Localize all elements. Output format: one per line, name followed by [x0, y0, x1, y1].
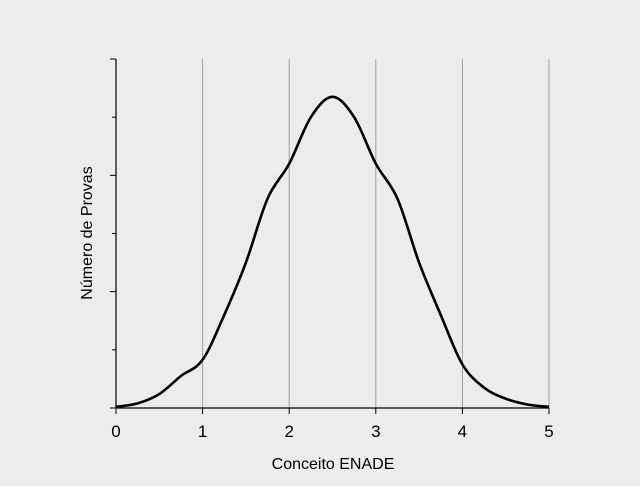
x-tick-label-4: 4 [458, 422, 467, 441]
grid-layer [202, 59, 550, 408]
curve-layer [115, 95, 550, 409]
distribution-curve [115, 95, 550, 409]
x-axis-label: Conceito ENADE [272, 456, 395, 473]
label-layer: 0 1 2 3 4 5 [111, 422, 553, 441]
y-axis-label: Número de Provas [79, 166, 96, 299]
x-tick-label-1: 1 [198, 422, 207, 441]
x-tick-label-2: 2 [284, 422, 293, 441]
axis-layer [110, 58, 550, 414]
x-tick-label-5: 5 [544, 422, 553, 441]
x-tick-label-0: 0 [111, 422, 120, 441]
x-tick-label-3: 3 [371, 422, 380, 441]
